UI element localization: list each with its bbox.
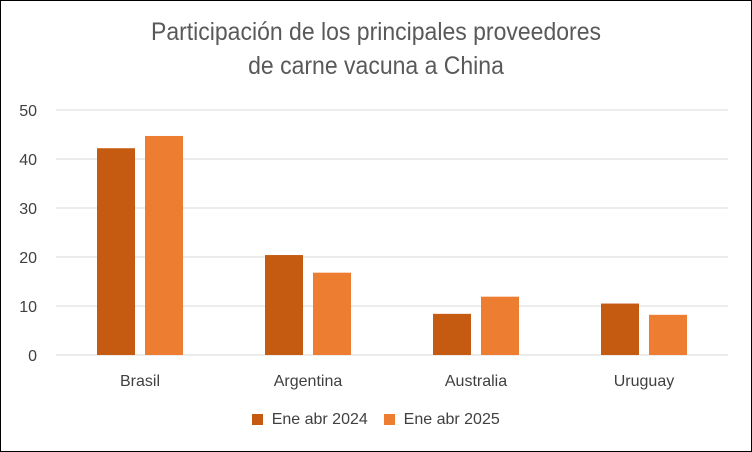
bar-australia-series-2: [481, 296, 519, 355]
y-tick-label-10: 10: [19, 299, 37, 316]
y-tick-label-0: 0: [28, 348, 37, 365]
bar-argentina-series-2: [313, 272, 351, 355]
legend: Ene abr 2024 Ene abr 2025: [1, 411, 751, 429]
legend-swatch-series-2: [384, 414, 396, 425]
bar-argentina-series-1: [265, 255, 303, 355]
legend-label-series-2: Ene abr 2025: [403, 411, 500, 428]
x-category-label-brasil: Brasil: [120, 373, 160, 390]
x-category-label-argentina: Argentina: [274, 373, 343, 390]
bar-uruguay-series-2: [649, 314, 687, 355]
legend-item-series-2: Ene abr 2025: [384, 411, 500, 429]
chart-title: Participación de los principales proveed…: [31, 15, 721, 83]
legend-label-series-1: Ene abr 2024: [271, 411, 368, 428]
y-tick-label-30: 30: [19, 201, 37, 218]
bar-brasil-series-1: [97, 148, 135, 355]
legend-item-series-1: Ene abr 2024: [252, 411, 368, 429]
bar-uruguay-series-1: [601, 303, 639, 355]
y-tick-label-40: 40: [19, 152, 37, 169]
chart-title-line-1: Participación de los principales proveed…: [150, 18, 602, 46]
chart-title-line-2: de carne vacuna a China: [248, 52, 504, 80]
bar-brasil-series-2: [145, 135, 183, 355]
x-category-label-australia: Australia: [445, 373, 507, 390]
y-tick-label-20: 20: [19, 250, 37, 267]
bar-australia-series-1: [433, 313, 471, 355]
legend-swatch-series-1: [252, 414, 264, 425]
x-category-label-uruguay: Uruguay: [614, 373, 674, 390]
y-tick-label-50: 50: [19, 103, 37, 120]
